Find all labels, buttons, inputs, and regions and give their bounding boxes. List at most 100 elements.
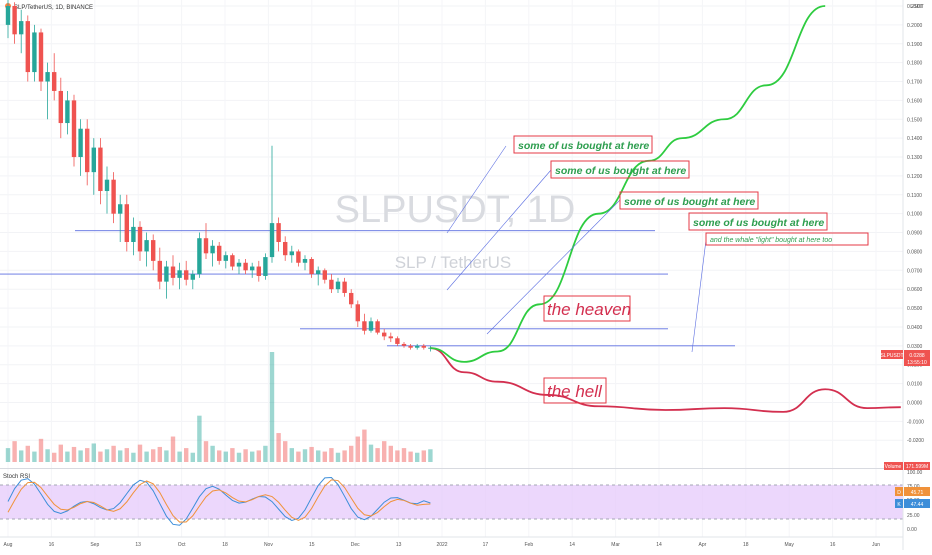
volume-bar (52, 452, 57, 462)
price-tick-label: -0.0100 (907, 419, 924, 425)
time-tick-label: May (784, 542, 794, 548)
time-tick-label: Dec (351, 542, 360, 548)
candle-body (309, 258, 314, 275)
price-tick-label: 0.1300 (907, 155, 923, 161)
candle-body (131, 226, 136, 242)
price-axis[interactable]: USDT 0.2100 0.2000 0.1900 0.1800 0.1700 0.160… (902, 0, 932, 550)
candle-body (124, 204, 129, 242)
price-tick-label: 0.2100 (907, 4, 923, 10)
candle-body (32, 32, 37, 73)
rsi-d-badge (895, 487, 903, 496)
candle-body (71, 100, 77, 158)
candle-body (263, 257, 268, 276)
price-tick-label: 0.1600 (907, 98, 923, 104)
volume-bar (316, 450, 321, 462)
annotation-heaven-text: the heaven (547, 300, 631, 319)
hell-projection-curve (430, 347, 901, 413)
annotation-bought-1[interactable]: some of us bought at here (513, 135, 653, 154)
volume-bar (263, 445, 268, 462)
volume-bar (355, 436, 360, 462)
stoch-rsi-pane[interactable]: Stoch RSI (0, 468, 903, 526)
grid (0, 0, 903, 537)
candle-body (144, 240, 149, 252)
volume-bar (197, 415, 202, 462)
annotation-heaven[interactable]: the heaven (543, 295, 631, 322)
volume-bar (177, 451, 182, 462)
annotation-bought-1-text: some of us bought at here (518, 140, 649, 152)
symbol-header[interactable]: SLP/TetherUS, 1D, BINANCE (14, 5, 93, 11)
rsi-k-value: 47.44 (911, 502, 924, 508)
candle-body (302, 258, 308, 263)
volume-bar (131, 452, 136, 462)
stoch-rsi-k-line (7, 477, 431, 526)
volume-bar (243, 449, 248, 462)
volume-bar (98, 451, 103, 462)
time-tick-label: 2022 (436, 542, 447, 548)
candle-body (170, 266, 176, 278)
volume-bar (382, 441, 387, 462)
rsi-d-value: 45.71 (911, 490, 924, 496)
annotation-bought-4[interactable]: some of us bought at here (688, 212, 828, 231)
candle-body (395, 338, 400, 344)
annotation-bought-2[interactable]: some of us bought at here (550, 160, 690, 179)
annotation-hell[interactable]: the hell (543, 377, 607, 404)
annotation-hell-text: the hell (547, 382, 603, 401)
candle-body (65, 100, 70, 124)
time-axis[interactable]: Aug 16 Sep 13 Oct 18 Nov 15 Dec 13 2022 17 Feb 14 Mar 1… (0, 536, 903, 548)
candle-body (78, 128, 83, 158)
stoch-rsi-title[interactable]: Stoch RSI (3, 474, 30, 480)
price-tick-label: 0.0800 (907, 249, 923, 255)
volume-bar (111, 445, 116, 462)
rsi-value-badges: D 45.71 K 47.44 (895, 487, 930, 508)
price-tick-label: 0.1500 (907, 117, 923, 123)
candle-body (230, 255, 235, 267)
annotation-pointer-line (446, 169, 552, 291)
candle-body (111, 179, 116, 214)
volume-bar (170, 436, 176, 462)
candle-body (408, 345, 413, 348)
time-tick-label: 13 (135, 542, 141, 548)
price-tick-label: 0.1000 (907, 212, 923, 218)
price-tick-label: 0.0400 (907, 325, 923, 331)
time-tick-label: Oct (178, 542, 186, 548)
candle-body (190, 274, 195, 280)
candle-body (157, 260, 162, 282)
volume-bar (157, 446, 162, 462)
rsi-level-100: 100.00 (907, 470, 923, 476)
candle-body (104, 179, 110, 192)
rsi-level-25: 25.00 (907, 513, 920, 519)
annotation-pointer-line (691, 239, 707, 353)
volume-bar (269, 352, 275, 462)
volume-bar (342, 450, 347, 462)
candle-body (329, 279, 334, 290)
candle-body (118, 204, 123, 214)
watermark-pair: SLP / TetherUS (395, 253, 512, 272)
rsi-level-0: 0.00 (907, 527, 917, 533)
horizontal-levels[interactable] (0, 230, 735, 347)
price-tick-label: 0.0900 (907, 231, 923, 237)
volume-bar (5, 448, 11, 462)
candle-body (322, 270, 327, 280)
time-tick-label: 14 (656, 542, 662, 548)
candle-body (164, 266, 169, 282)
volume-badge: Volume 171.599M (884, 462, 930, 470)
volume-bars (5, 352, 433, 462)
stoch-rsi-d-line (7, 479, 431, 523)
annotation-whale[interactable]: and the whale "light" bought at here too (705, 232, 869, 246)
watermark-ticker: SLPUSDT, 1D (335, 189, 576, 231)
volume-bar (283, 441, 288, 462)
candle-body (151, 240, 156, 261)
time-tick-label: 15 (309, 542, 315, 548)
annotation-pointer-lines[interactable] (446, 145, 707, 353)
volume-bar (421, 450, 426, 462)
time-tick-label: 18 (743, 542, 749, 548)
candle-body (25, 21, 30, 73)
volume-bar (388, 445, 393, 462)
volume-bar (45, 449, 50, 462)
candle-body (223, 255, 228, 261)
annotation-bought-3[interactable]: some of us bought at here (619, 191, 759, 210)
volume-bar (349, 445, 354, 462)
rsi-d-value-badge (904, 487, 930, 496)
